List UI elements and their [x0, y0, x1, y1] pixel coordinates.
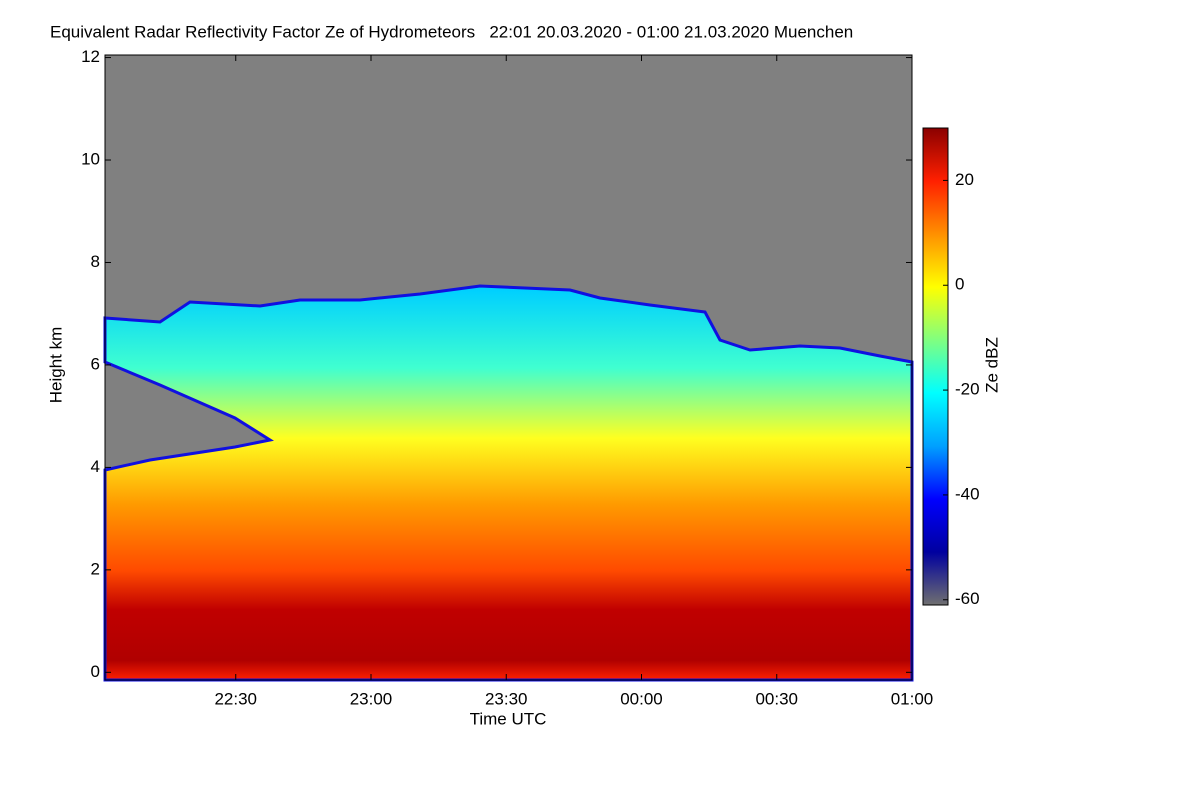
x-tick-label: 01:00	[891, 689, 934, 708]
colorbar-label: Ze dBZ	[982, 337, 1001, 393]
x-tick-label: 23:30	[485, 689, 528, 708]
y-tick-label: 12	[81, 47, 100, 66]
x-tick-label: 00:30	[755, 689, 798, 708]
y-axis-label: Height km	[46, 327, 65, 404]
y-tick-label: 8	[91, 252, 100, 271]
cloud-field	[103, 284, 914, 682]
colorbar-tick-label: 20	[955, 170, 974, 189]
y-tick-label: 10	[81, 150, 100, 169]
colorbar-tick-label: -40	[955, 484, 980, 503]
y-tick-label: 6	[91, 354, 100, 373]
plot-frame	[104, 54, 913, 681]
y-tick-label: 0	[91, 662, 100, 681]
x-tick-label: 00:00	[620, 689, 663, 708]
x-axis-label: Time UTC	[470, 709, 547, 728]
chart-title: Equivalent Radar Reflectivity Factor Ze …	[50, 22, 853, 41]
colorbar-tick-label: -20	[955, 380, 980, 399]
colorbar-tick-label: 0	[955, 275, 964, 294]
y-tick-label: 2	[91, 559, 100, 578]
x-tick-label: 23:00	[350, 689, 393, 708]
colorbar	[922, 127, 949, 606]
x-tick-label: 22:30	[214, 689, 257, 708]
y-tick-label: 4	[91, 457, 100, 476]
colorbar-tick-label: -60	[955, 589, 980, 608]
